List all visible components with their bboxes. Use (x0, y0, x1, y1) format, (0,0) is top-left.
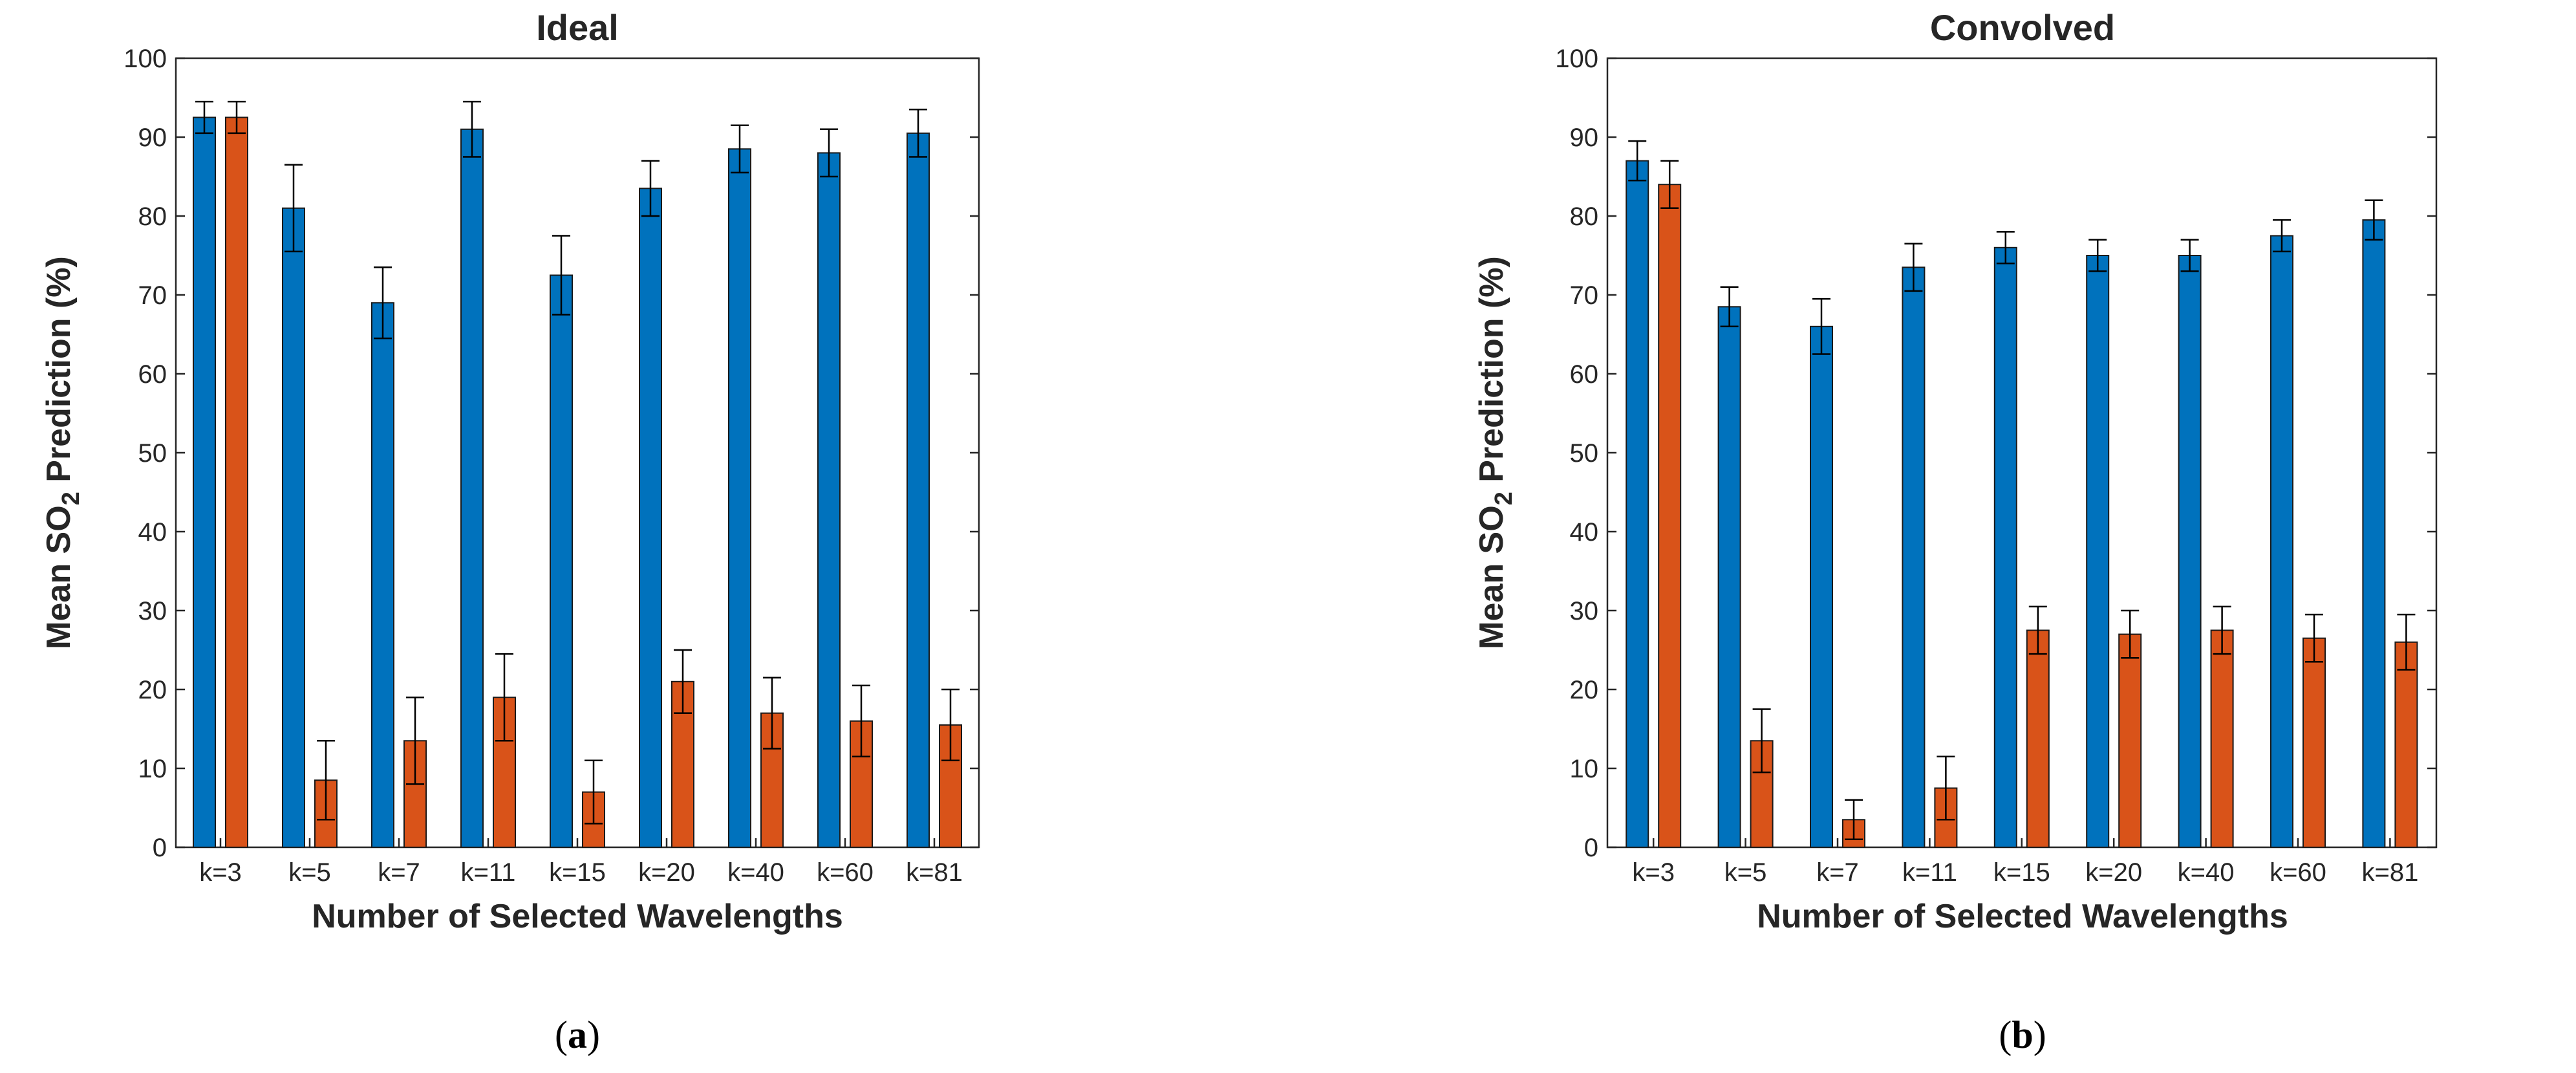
y-tick-label: 40 (1570, 518, 1599, 547)
x-tick-label: k=7 (1816, 858, 1859, 887)
y-tick-label: 30 (1570, 597, 1599, 625)
panel-label-letter: b (2012, 1013, 2033, 1056)
y-tick-label: 20 (1570, 676, 1599, 704)
panel-label: (b) (1999, 1013, 2046, 1056)
bar-blue (460, 128, 484, 848)
y-tick-label: 80 (138, 202, 167, 231)
bar-orange (1658, 184, 1682, 849)
bar-orange (2302, 637, 2326, 848)
y-tick-label: 0 (1584, 834, 1598, 862)
y-axis-label: Mean SO2 Prediction (%) (1473, 256, 1518, 649)
bar-blue (2362, 219, 2386, 849)
y-axis-label-subscript: 2 (58, 492, 85, 505)
x-tick-label: k=15 (549, 858, 606, 887)
bar-orange (225, 116, 248, 848)
bar-orange (2118, 633, 2142, 848)
chart-title: Ideal (536, 7, 619, 48)
x-tick-label: k=3 (199, 858, 242, 887)
x-tick-label: k=20 (638, 858, 695, 887)
y-axis-label-suffix: Prediction (%) (1473, 256, 1510, 492)
x-axis-label: Number of Selected Wavelengths (1757, 898, 2288, 935)
bar-orange (2210, 629, 2234, 848)
x-axis-ticks: k=3 k=5 k=7 k=11 k=15 k=20 k=40 k=60 k=81 (1632, 838, 2418, 887)
bar-blue (282, 207, 305, 848)
y-tick-label: 90 (1570, 124, 1599, 152)
y-tick-label: 60 (138, 360, 167, 389)
x-tick-label: k=5 (1724, 858, 1767, 887)
bars-group (1626, 140, 2418, 849)
bar-blue (817, 152, 841, 848)
y-tick-label: 10 (138, 755, 167, 783)
x-tick-label: k=11 (461, 858, 516, 887)
bar-blue (2086, 255, 2110, 848)
y-axis-ticks: 0 10 20 30 40 50 60 70 80 90 100 (1555, 45, 2436, 862)
bar-blue (2178, 255, 2202, 848)
bar-blue (550, 274, 573, 848)
bar-blue (728, 148, 751, 848)
y-tick-label: 60 (1570, 360, 1599, 389)
bar-orange (2026, 629, 2050, 848)
y-tick-label: 70 (138, 281, 167, 310)
x-tick-label: k=60 (817, 858, 874, 887)
panel-label: (a) (555, 1013, 600, 1056)
bar-blue (1993, 246, 2017, 848)
x-tick-label: k=3 (1632, 858, 1675, 887)
y-tick-label: 0 (153, 834, 167, 862)
y-tick-label: 30 (138, 597, 167, 625)
x-tick-label: k=60 (2270, 858, 2326, 887)
x-tick-label: k=40 (2178, 858, 2235, 887)
y-tick-label: 10 (1570, 755, 1599, 783)
bar-blue (1902, 266, 1926, 848)
y-tick-label: 20 (138, 676, 167, 704)
y-axis-label-subscript: 2 (1490, 492, 1518, 505)
bar-blue (2270, 235, 2293, 848)
y-axis-label-prefix: Mean SO (40, 505, 78, 649)
x-tick-label: k=11 (1902, 858, 1957, 887)
y-tick-label: 100 (1555, 45, 1598, 73)
bar-orange (2394, 641, 2418, 848)
bar-blue (639, 188, 662, 848)
bar-orange (850, 720, 873, 849)
x-tick-label: k=7 (378, 858, 420, 887)
x-tick-label: k=81 (2361, 858, 2418, 887)
y-axis-label: Mean SO2 Prediction (%) (40, 256, 85, 649)
x-axis-label: Number of Selected Wavelengths (312, 898, 843, 935)
y-tick-label: 40 (138, 518, 167, 547)
x-tick-label: k=15 (1993, 858, 2050, 887)
bar-blue (907, 132, 930, 848)
bar-blue (1810, 325, 1833, 848)
y-tick-label: 50 (138, 439, 167, 468)
bar-blue (1717, 306, 1741, 848)
y-axis-label-suffix: Prediction (%) (40, 256, 78, 492)
y-tick-label: 90 (138, 124, 167, 152)
bar-blue (1626, 160, 1649, 849)
bars-group (193, 100, 962, 849)
chart-title: Convolved (1930, 7, 2115, 48)
x-axis-ticks: k=3 k=5 k=7 k=11 k=15 k=20 k=40 k=60 k=81 (199, 838, 963, 887)
y-axis-ticks: 0 10 20 30 40 50 60 70 80 90 100 (123, 45, 979, 862)
panel-label-letter: a (568, 1013, 587, 1056)
bar-blue (371, 302, 394, 848)
y-tick-label: 100 (123, 45, 167, 73)
y-tick-label: 50 (1570, 439, 1599, 468)
bar-blue (193, 116, 216, 848)
x-tick-label: k=20 (2085, 858, 2142, 887)
x-tick-label: k=40 (727, 858, 784, 887)
x-tick-label: k=81 (906, 858, 963, 887)
y-tick-label: 80 (1570, 202, 1599, 231)
x-tick-label: k=5 (288, 858, 331, 887)
y-axis-label-prefix: Mean SO (1473, 505, 1510, 649)
y-tick-label: 70 (1570, 281, 1599, 310)
